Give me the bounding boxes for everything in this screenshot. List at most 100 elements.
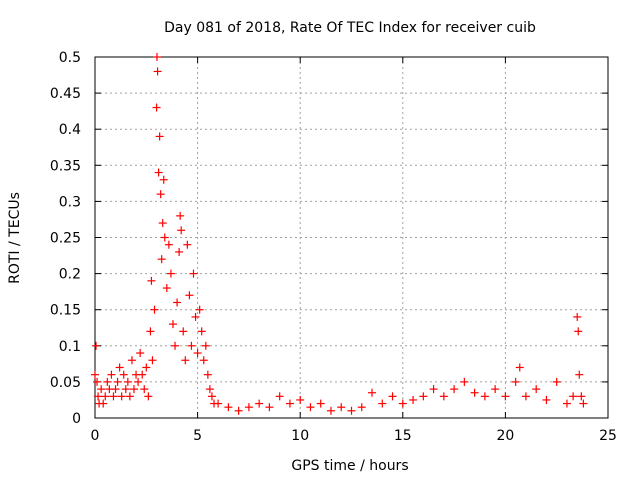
data-point-0-95 [491, 385, 500, 394]
data-point-0-49 [175, 247, 184, 256]
data-point-0-26 [140, 385, 149, 394]
data-point-0-48 [173, 298, 182, 307]
data-point-0-68 [214, 399, 223, 408]
data-point-0-61 [197, 327, 206, 336]
data-point-0-97 [511, 377, 520, 386]
points-layer [91, 53, 588, 415]
y-tick-label-0: 0 [72, 411, 81, 427]
y-tick-label-9: 0.45 [50, 86, 81, 102]
grid-layer [95, 57, 608, 418]
data-point-0-106 [574, 327, 583, 336]
data-point-0-74 [275, 392, 284, 401]
data-point-0-35 [153, 67, 162, 76]
data-point-0-82 [357, 403, 366, 412]
data-point-0-63 [201, 341, 210, 350]
data-point-0-38 [156, 190, 165, 199]
data-point-0-53 [181, 356, 190, 365]
data-point-0-0 [91, 370, 99, 379]
y-axis-label: ROTI / TECUs [7, 192, 23, 284]
data-point-0-56 [187, 341, 196, 350]
data-point-0-96 [501, 392, 510, 401]
data-point-0-27 [142, 363, 151, 372]
data-point-0-7 [101, 392, 110, 401]
data-point-0-100 [532, 385, 541, 394]
x-tick-label-1: 5 [193, 428, 202, 444]
axis-layer: 0 5 10 15 20 25 0 0.05 0.1 0.15 0.2 0.25 0.3 0.35 0.4 0… [50, 50, 617, 444]
data-point-0-57 [189, 269, 198, 278]
data-point-0-2 [93, 377, 102, 386]
x-axis-label: GPS time / hours [291, 458, 408, 474]
data-point-0-81 [347, 406, 356, 415]
data-point-0-55 [185, 291, 194, 300]
data-point-0-65 [205, 385, 214, 394]
data-point-0-101 [542, 395, 551, 404]
data-point-0-93 [470, 388, 479, 397]
data-point-0-70 [234, 406, 243, 415]
data-point-0-64 [203, 370, 212, 379]
data-point-0-51 [177, 226, 186, 235]
x-tick-label-3: 15 [394, 428, 412, 444]
data-point-0-24 [136, 349, 145, 358]
data-point-0-83 [368, 388, 377, 397]
data-point-0-29 [146, 327, 155, 336]
data-point-0-84 [378, 399, 387, 408]
data-point-0-88 [419, 392, 428, 401]
data-point-0-17 [121, 385, 130, 394]
data-point-0-14 [115, 363, 124, 372]
y-tick-label-2: 0.1 [59, 339, 81, 355]
data-point-0-105 [573, 312, 582, 321]
data-point-0-37 [155, 132, 164, 141]
data-point-0-69 [224, 403, 233, 412]
data-point-0-94 [480, 392, 489, 401]
y-tick-label-7: 0.35 [50, 158, 81, 174]
data-point-0-43 [162, 284, 171, 293]
data-point-0-30 [147, 276, 156, 285]
data-point-0-18 [123, 377, 132, 386]
data-point-0-32 [150, 305, 159, 314]
data-point-0-44 [164, 240, 173, 249]
data-point-0-42 [160, 233, 169, 242]
data-point-0-92 [460, 377, 469, 386]
y-tick-label-5: 0.25 [50, 231, 81, 247]
x-tick-label-5: 25 [599, 428, 617, 444]
data-point-0-15 [117, 392, 126, 401]
data-point-0-58 [191, 312, 200, 321]
data-point-0-28 [144, 392, 153, 401]
data-point-0-77 [306, 403, 315, 412]
y-tick-label-8: 0.4 [59, 122, 81, 138]
data-point-0-16 [119, 370, 128, 379]
data-point-0-90 [439, 392, 448, 401]
data-point-0-3 [94, 392, 103, 401]
data-point-0-34 [152, 53, 161, 61]
data-point-0-108 [577, 392, 586, 401]
data-point-0-99 [521, 392, 530, 401]
data-point-0-73 [265, 403, 274, 412]
data-point-0-79 [326, 406, 335, 415]
data-point-0-8 [103, 377, 112, 386]
y-tick-label-6: 0.3 [59, 194, 81, 210]
data-point-0-19 [125, 392, 134, 401]
data-point-0-78 [316, 399, 325, 408]
data-point-0-21 [129, 385, 138, 394]
data-point-0-40 [158, 219, 167, 228]
data-point-0-23 [134, 377, 143, 386]
data-point-0-85 [388, 392, 397, 401]
data-point-0-91 [450, 385, 459, 394]
data-point-0-60 [195, 305, 204, 314]
data-point-0-71 [244, 403, 253, 412]
data-point-0-12 [111, 385, 120, 394]
data-point-0-45 [166, 269, 175, 278]
data-point-0-103 [562, 399, 571, 408]
data-point-0-102 [552, 377, 561, 386]
data-point-0-86 [398, 399, 407, 408]
data-point-0-62 [199, 356, 208, 365]
data-point-0-13 [113, 377, 122, 386]
data-point-0-25 [138, 370, 147, 379]
data-point-0-10 [107, 370, 116, 379]
data-point-0-36 [154, 168, 163, 177]
data-point-0-39 [157, 255, 166, 264]
data-point-0-80 [337, 403, 346, 412]
y-tick-label-3: 0.15 [50, 303, 81, 319]
data-point-0-107 [575, 370, 584, 379]
